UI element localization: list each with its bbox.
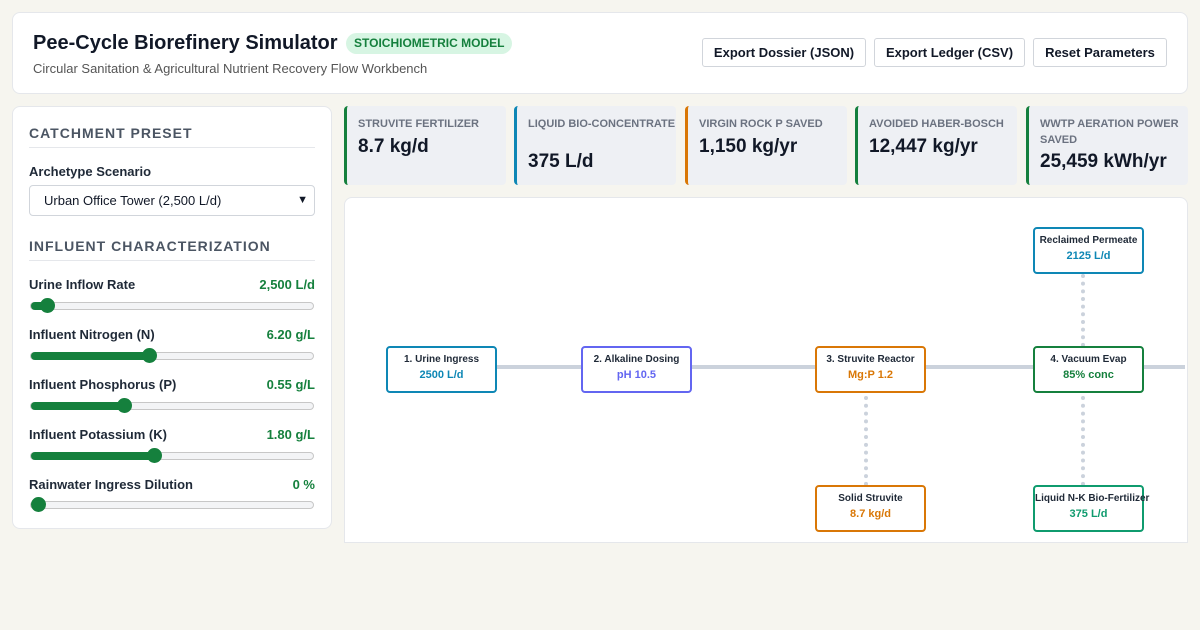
- node-vacuum-evap[interactable]: 4. Vacuum Evap 85% conc: [1033, 346, 1144, 393]
- node-value: 8.7 kg/d: [850, 508, 891, 520]
- kpi-label: STRUVITE FERTILIZER: [358, 118, 479, 130]
- node-reclaimed-permeate[interactable]: Reclaimed Permeate 2125 L/d: [1033, 227, 1144, 274]
- kpi-liquid-bio-concentrate: LIQUID BIO-CONCENTRATE 375 L/d: [514, 106, 676, 185]
- struvite-connector: [864, 396, 868, 486]
- node-urine-ingress[interactable]: 1. Urine Ingress 2500 L/d: [386, 346, 497, 393]
- node-title: Reclaimed Permeate: [1039, 235, 1138, 246]
- kpi-label: VIRGIN ROCK P SAVED: [699, 118, 823, 130]
- archetype-scenario-select[interactable]: Urban Office Tower (2,500 L/d) ▼: [29, 185, 315, 216]
- node-alkaline-dosing[interactable]: 2. Alkaline Dosing pH 10.5: [581, 346, 692, 393]
- kpi-label: AVOIDED HABER-BOSCH: [869, 118, 1004, 130]
- slider-value: 0.55 g/L: [266, 377, 315, 392]
- kpi-avoided-haber-bosch: AVOIDED HABER-BOSCH 12,447 kg/yr: [855, 106, 1017, 185]
- node-value: 2125 L/d: [1066, 250, 1111, 262]
- slider-label: Influent Potassium (K): [29, 427, 167, 442]
- node-value: 85% conc: [1063, 369, 1114, 381]
- slider-fill: [31, 402, 125, 410]
- rainwater-dilution-slider[interactable]: [30, 497, 314, 512]
- archetype-scenario-value: Urban Office Tower (2,500 L/d): [44, 193, 222, 208]
- node-title: 3. Struvite Reactor: [826, 354, 915, 365]
- node-value: pH 10.5: [616, 369, 657, 381]
- slider-thumb[interactable]: [31, 497, 46, 512]
- influent-characterization-title: INFLUENT CHARACTERIZATION: [29, 238, 315, 261]
- slider-fill: [31, 452, 154, 460]
- kpi-label: WWTP AERATION POWER SAVED: [1040, 118, 1179, 146]
- slider-value: 2,500 L/d: [259, 277, 315, 292]
- slider-fill: [31, 352, 150, 360]
- liquid-fertilizer-connector: [1081, 396, 1085, 486]
- node-solid-struvite[interactable]: Solid Struvite 8.7 kg/d: [815, 485, 926, 532]
- reset-parameters-button[interactable]: Reset Parameters: [1033, 38, 1167, 67]
- slider-value: 6.20 g/L: [266, 327, 315, 342]
- archetype-scenario-label: Archetype Scenario: [29, 164, 152, 179]
- node-title: Solid Struvite: [838, 493, 903, 504]
- kpi-value: 8.7 kg/d: [358, 136, 429, 157]
- node-value: 2500 L/d: [419, 369, 464, 381]
- app-title: Pee-Cycle Biorefinery Simulator: [33, 32, 338, 54]
- phosphorus-slider[interactable]: [30, 398, 314, 413]
- kpi-virgin-rock-p-saved: VIRGIN ROCK P SAVED 1,150 kg/yr: [685, 106, 847, 185]
- app-header: Pee-Cycle Biorefinery Simulator STOICHIO…: [12, 12, 1188, 94]
- process-flow-diagram: 1. Urine Ingress 2500 L/d 2. Alkaline Do…: [344, 197, 1188, 543]
- kpi-value: 375 L/d: [528, 151, 594, 172]
- slider-value: 0 %: [292, 477, 315, 492]
- kpi-wwtp-aeration-power-saved: WWTP AERATION POWER SAVED 25,459 kWh/yr: [1026, 106, 1188, 185]
- export-dossier-button[interactable]: Export Dossier (JSON): [702, 38, 866, 67]
- parameters-sidebar: CATCHMENT PRESET Archetype Scenario Urba…: [12, 106, 332, 529]
- model-badge: STOICHIOMETRIC MODEL: [346, 33, 513, 54]
- nitrogen-slider[interactable]: [30, 348, 314, 363]
- node-title: Liquid N-K Bio-Fertilizer: [1035, 493, 1150, 504]
- kpi-struvite-fertilizer: STRUVITE FERTILIZER 8.7 kg/d: [344, 106, 506, 185]
- potassium-slider[interactable]: [30, 448, 314, 463]
- export-ledger-button[interactable]: Export Ledger (CSV): [874, 38, 1025, 67]
- slider-label: Influent Phosphorus (P): [29, 377, 177, 392]
- node-value: Mg:P 1.2: [847, 369, 894, 381]
- app-subtitle: Circular Sanitation & Agricultural Nutri…: [33, 61, 428, 76]
- kpi-value: 25,459 kWh/yr: [1040, 151, 1167, 172]
- node-title: 2. Alkaline Dosing: [593, 354, 680, 365]
- kpi-value: 1,150 kg/yr: [699, 136, 798, 157]
- slider-fill: [31, 302, 47, 310]
- kpi-value: 12,447 kg/yr: [869, 136, 978, 157]
- slider-value: 1.80 g/L: [266, 427, 315, 442]
- slider-thumb[interactable]: [39, 298, 55, 313]
- catchment-preset-title: CATCHMENT PRESET: [29, 125, 315, 148]
- node-struvite-reactor[interactable]: 3. Struvite Reactor Mg:P 1.2: [815, 346, 926, 393]
- slider-thumb[interactable]: [142, 348, 158, 363]
- kpi-label: LIQUID BIO-CONCENTRATE: [528, 118, 676, 130]
- slider-thumb[interactable]: [117, 398, 133, 413]
- node-title: 1. Urine Ingress: [403, 354, 480, 365]
- slider-label: Urine Inflow Rate: [29, 277, 136, 292]
- chevron-down-icon: ▼: [297, 194, 308, 206]
- node-value: 375 L/d: [1069, 508, 1108, 520]
- slider-label: Rainwater Ingress Dilution: [29, 477, 193, 492]
- permeate-connector: [1081, 274, 1085, 347]
- slider-label: Influent Nitrogen (N): [29, 327, 155, 342]
- node-liquid-nk-bio-fertilizer[interactable]: Liquid N-K Bio-Fertilizer 375 L/d: [1033, 485, 1150, 532]
- urine-inflow-slider[interactable]: [30, 298, 314, 313]
- slider-thumb[interactable]: [146, 448, 162, 463]
- node-title: 4. Vacuum Evap: [1050, 354, 1127, 365]
